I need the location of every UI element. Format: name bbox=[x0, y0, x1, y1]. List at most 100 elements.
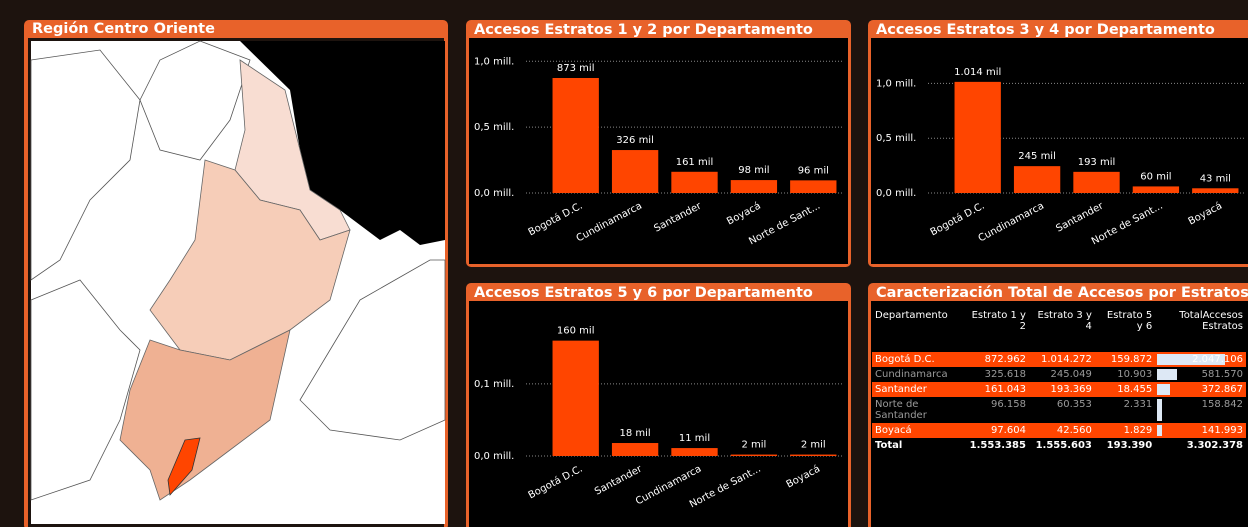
chart-body bbox=[469, 301, 848, 527]
y-tick-label: 1,0 mill. bbox=[474, 56, 514, 67]
bar bbox=[730, 180, 778, 193]
table-cell: 3.302.378 bbox=[1155, 438, 1246, 453]
data-label: 60 mil bbox=[1140, 171, 1171, 182]
table-cell: 245.049 bbox=[1050, 369, 1092, 380]
data-label: 11 mil bbox=[679, 433, 710, 444]
table-row: Cundinamarca 325.618 245.049 10.903 581.570 bbox=[872, 367, 1246, 382]
y-tick-label: 0,0 mill. bbox=[474, 188, 514, 199]
y-tick-label: 0,1 mill. bbox=[474, 379, 514, 390]
table-cell: 60.353 bbox=[1056, 399, 1092, 410]
table-cell: Cundinamarca bbox=[875, 369, 948, 380]
table-cell: 158.842 bbox=[1155, 397, 1246, 423]
table-cell: 2.047.106 bbox=[1155, 352, 1246, 367]
bar bbox=[1013, 166, 1061, 193]
data-label: 245 mil bbox=[1018, 151, 1056, 162]
bar bbox=[1073, 171, 1120, 193]
cell-text: 2.047.106 bbox=[1192, 354, 1243, 365]
chart-body bbox=[871, 38, 1248, 264]
data-label: 193 mil bbox=[1078, 157, 1116, 168]
y-tick-label: 0,0 mill. bbox=[474, 451, 514, 462]
data-label: 96 mil bbox=[798, 165, 829, 176]
data-label: 2 mil bbox=[741, 440, 766, 451]
data-bar bbox=[1157, 369, 1177, 380]
table-cell: 97.604 bbox=[963, 423, 1029, 438]
data-label: 326 mil bbox=[616, 135, 654, 146]
table-cell: Santander bbox=[872, 382, 964, 397]
cell-text: 581.570 bbox=[1201, 369, 1243, 380]
table-body bbox=[871, 301, 1248, 527]
data-bar bbox=[1157, 384, 1170, 395]
table-cell: 372.867 bbox=[1155, 382, 1246, 397]
bar bbox=[611, 150, 659, 193]
chart-title: Accesos Estratos 3 y 4 por Departamento bbox=[876, 22, 1215, 38]
data-label: 161 mil bbox=[676, 157, 714, 168]
table-cell: 1.553.385 bbox=[963, 438, 1029, 453]
map-title: Región Centro Oriente bbox=[32, 21, 215, 37]
bar bbox=[611, 443, 659, 456]
table-row: Bogotá D.C. 872.962 1.014.272 159.872 2.047.… bbox=[872, 352, 1246, 367]
table-cell: 1.555.603 bbox=[1028, 438, 1095, 453]
total-row: Total 1.553.385 1.555.603 193.390 3.302.378 bbox=[872, 438, 1246, 453]
chart-body bbox=[469, 38, 848, 264]
table-cell: 18.455 bbox=[1094, 382, 1156, 397]
data-label: 98 mil bbox=[738, 165, 769, 176]
bar bbox=[954, 81, 1001, 193]
data-bar bbox=[1157, 399, 1163, 421]
cell-text: 372.867 bbox=[1201, 384, 1243, 395]
bar bbox=[552, 77, 599, 193]
table-row: Norte de Santander 96.158 60.353 2.331 158.8… bbox=[872, 397, 1246, 423]
table-cell: 872.962 bbox=[963, 352, 1029, 367]
table-title: Caracterización Total de Accesos por Est… bbox=[876, 285, 1248, 301]
table-cell: 325.618 bbox=[984, 369, 1026, 380]
chart-title: Accesos Estratos 5 y 6 por Departamento bbox=[474, 285, 813, 301]
column-header: Departamento bbox=[875, 310, 948, 321]
bar bbox=[671, 171, 718, 193]
bar bbox=[552, 340, 599, 456]
bar bbox=[671, 448, 718, 456]
data-label: 1.014 mil bbox=[954, 67, 1001, 78]
cell-text: 158.842 bbox=[1201, 399, 1243, 410]
bar bbox=[790, 180, 837, 193]
table-cell: 10.903 bbox=[1117, 369, 1153, 380]
data-label: 873 mil bbox=[557, 63, 595, 74]
column-header: Estrato 1 y 2 bbox=[971, 310, 1026, 332]
table-cell: Bogotá D.C. bbox=[872, 352, 964, 367]
y-tick-label: 0,5 mill. bbox=[876, 133, 916, 144]
y-tick-label: 1,0 mill. bbox=[876, 78, 916, 89]
data-bar bbox=[1157, 425, 1162, 436]
table-cell: 193.369 bbox=[1028, 382, 1095, 397]
data-label: 160 mil bbox=[557, 326, 595, 337]
table-cell: 42.560 bbox=[1028, 423, 1095, 438]
data-label: 43 mil bbox=[1200, 173, 1231, 184]
chart-title: Accesos Estratos 1 y 2 por Departamento bbox=[474, 22, 813, 38]
cell-text: 141.993 bbox=[1201, 425, 1243, 436]
column-header: TotalAccesos Estratos bbox=[1179, 310, 1243, 332]
bar bbox=[1132, 186, 1180, 193]
data-label: 18 mil bbox=[619, 428, 650, 439]
bar bbox=[790, 454, 837, 456]
data-bar bbox=[1157, 354, 1226, 365]
table-cell: Norte de Santander bbox=[875, 399, 927, 421]
table-cell: Boyacá bbox=[872, 423, 964, 438]
table-row: Boyacá 97.604 42.560 1.829 141.993 bbox=[872, 423, 1246, 438]
column-header: Estrato 3 y 4 bbox=[1037, 310, 1092, 332]
y-tick-label: 0,5 mill. bbox=[474, 122, 514, 133]
table-cell: 141.993 bbox=[1155, 423, 1246, 438]
header-row: Departamento Estrato 1 y 2 Estrato 3 y 4 Es… bbox=[872, 308, 1246, 352]
table-cell: 159.872 bbox=[1094, 352, 1156, 367]
data-table: Departamento Estrato 1 y 2 Estrato 3 y 4 Es… bbox=[872, 308, 1246, 453]
table-cell: 161.043 bbox=[963, 382, 1029, 397]
table-cell: 1.829 bbox=[1094, 423, 1156, 438]
y-tick-label: 0,0 mill. bbox=[876, 188, 916, 199]
table-cell: 2.331 bbox=[1123, 399, 1153, 410]
table-cell: Total bbox=[872, 438, 964, 453]
table-cell: 581.570 bbox=[1155, 367, 1246, 382]
bar bbox=[1192, 188, 1239, 193]
bar bbox=[730, 454, 778, 456]
map bbox=[30, 40, 446, 524]
table-row: Santander 161.043 193.369 18.455 372.867 bbox=[872, 382, 1246, 397]
table-cell: 96.158 bbox=[990, 399, 1026, 410]
column-header: Estrato 5 y 6 bbox=[1106, 310, 1153, 332]
